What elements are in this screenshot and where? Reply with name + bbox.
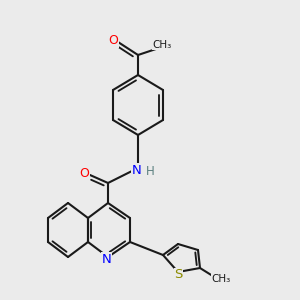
Text: CH₃: CH₃ — [212, 274, 231, 284]
Text: N: N — [102, 253, 111, 266]
Text: O: O — [80, 167, 89, 180]
Text: CH₃: CH₃ — [153, 40, 172, 50]
Text: O: O — [109, 34, 118, 47]
Text: N: N — [132, 164, 141, 177]
Text: H: H — [146, 164, 154, 178]
Text: S: S — [174, 268, 183, 281]
